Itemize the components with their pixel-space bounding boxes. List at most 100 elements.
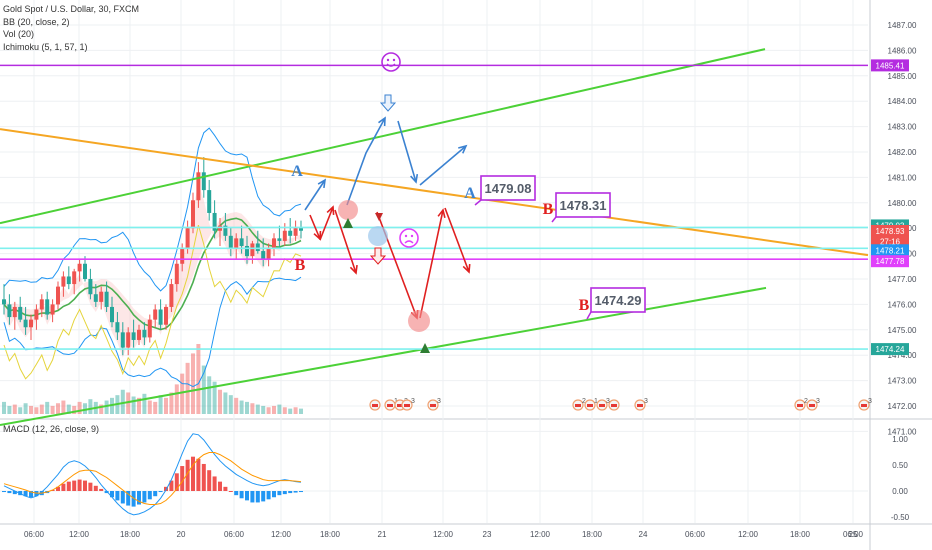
macd-tick-label: 1.00 — [892, 435, 908, 444]
candle-body — [299, 228, 303, 231]
indicator-legend: Gold Spot / U.S. Dollar, 30, FXCM BB (20… — [3, 3, 139, 53]
callout-pointer — [474, 199, 482, 206]
time-tick-label: 20 — [177, 530, 186, 539]
volume-bar — [56, 403, 60, 414]
candle-body — [255, 243, 260, 252]
candle-body — [39, 299, 44, 310]
volume-bar — [77, 401, 82, 414]
volume-bar — [207, 376, 212, 414]
signal-line — [3, 452, 302, 505]
volume-bar — [12, 404, 17, 414]
price-tick-label: 1482.00 — [888, 148, 917, 157]
macd-histogram-bar — [196, 458, 201, 491]
candle-body — [66, 276, 71, 285]
volume-bar — [45, 401, 50, 414]
scenario-b-arrow-2-head — [326, 205, 335, 216]
candle-body — [99, 291, 104, 302]
candle-body — [207, 190, 212, 213]
symbol-title: Gold Spot / U.S. Dollar, 30, FXCM — [3, 4, 140, 14]
event-count: 3 — [411, 398, 415, 405]
time-tick-label: 06:00 — [843, 530, 864, 539]
event-flag-stripe — [611, 404, 617, 407]
macd-histogram-bar — [72, 480, 77, 491]
event-count: 3 — [816, 398, 820, 405]
volume-bar — [50, 405, 55, 414]
time-tick-label: 21 — [378, 530, 387, 539]
candle-body — [18, 306, 23, 320]
volume-bar — [299, 408, 303, 414]
volume-bar — [180, 373, 185, 414]
scenario-a-arrow-1-head — [317, 178, 327, 189]
volume-bar — [142, 393, 147, 414]
volume-bar — [212, 381, 217, 414]
price-tick-label: 1481.00 — [888, 173, 917, 182]
volume-bar — [158, 395, 163, 414]
candle-body — [266, 248, 271, 259]
candle-body — [191, 200, 195, 229]
candle-body — [282, 230, 287, 241]
candle-body — [201, 172, 206, 191]
event-flag-stripe — [397, 404, 403, 407]
scenario-b-arrow-1 — [309, 214, 321, 240]
sad-face-icon — [399, 228, 419, 248]
volume-bar — [282, 407, 287, 414]
event-count: 3 — [437, 398, 441, 405]
event-flag-stripe — [430, 404, 436, 407]
price-tick-label: 1483.00 — [888, 123, 917, 132]
event-count: 3 — [868, 398, 872, 405]
ichimoku-lagging-span — [3, 224, 302, 380]
callout-label: 1474.29 — [595, 293, 642, 308]
scenario-b-arrow-2 — [319, 206, 334, 241]
event-flag-stripe — [404, 404, 410, 407]
volume-bar — [169, 392, 174, 414]
volume-bar — [255, 404, 260, 414]
candle-body — [174, 263, 179, 285]
candle-body — [50, 304, 55, 315]
vol-legend: Vol (20) — [3, 29, 35, 39]
candle-body — [72, 271, 77, 285]
candle-body — [164, 306, 168, 325]
macd-histogram-bar — [234, 491, 239, 496]
reversal-circle — [408, 310, 430, 332]
macd-histogram-bar — [261, 491, 266, 502]
volume-bar — [83, 403, 87, 414]
macd-histogram-bar — [137, 491, 141, 505]
candle-body — [2, 299, 6, 305]
volume-bar — [261, 405, 266, 414]
scenario-letter-a: A — [464, 185, 476, 202]
price-badge-label: 1478.93 — [876, 227, 905, 236]
sad-face-icon-eye — [410, 234, 414, 238]
macd-histogram-bar — [299, 491, 303, 493]
scenario-a-arrow-4 — [419, 145, 467, 186]
event-flag-stripe — [599, 404, 605, 407]
reversal-circle — [338, 200, 358, 220]
volume-bar — [34, 407, 39, 414]
candle-body — [45, 299, 50, 315]
macd-histogram-bar — [223, 486, 228, 491]
volume-bar — [191, 353, 195, 414]
time-tick-label: 18:00 — [790, 530, 811, 539]
event-flag-stripe — [387, 404, 393, 407]
volume-bar — [99, 404, 104, 414]
macd-histogram-bar — [142, 491, 147, 503]
macd-histogram-bar — [293, 491, 298, 493]
macd-tick-label: 0.50 — [892, 461, 908, 470]
volume-bar — [245, 401, 249, 414]
price-badge — [871, 244, 909, 257]
bb-upper-band — [3, 127, 302, 292]
event-count: 1 — [594, 398, 598, 405]
upper-channel-line — [0, 48, 766, 225]
event-flag-stripe — [637, 404, 643, 407]
scenario-b-arrow-3 — [334, 209, 357, 274]
candle-body — [185, 228, 190, 249]
macd-histogram-bar — [115, 491, 120, 501]
volume-bar — [66, 404, 71, 414]
scenario-b-arrow-5-head — [437, 208, 446, 218]
candle-body — [29, 319, 33, 328]
volume-bar — [272, 405, 276, 414]
macd-histogram-bar — [191, 456, 195, 491]
pointer-down-icon — [369, 247, 387, 265]
volume-bar — [153, 401, 158, 414]
price-badge-label: 1485.41 — [876, 61, 905, 70]
